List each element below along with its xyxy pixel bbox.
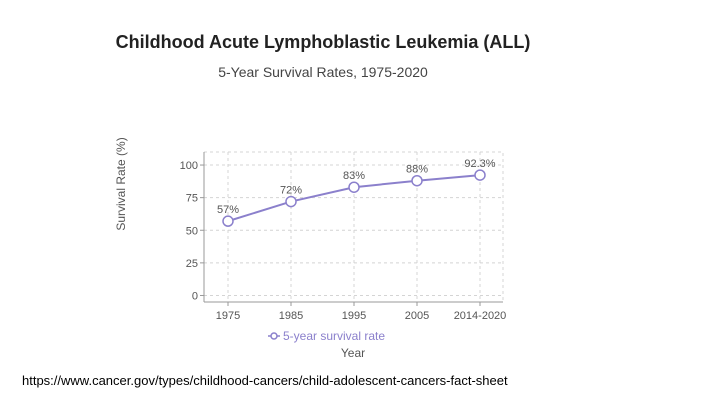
source-link[interactable]: https://www.cancer.gov/types/childhood-c… — [22, 373, 508, 388]
y-axis-label: Survival Rate (%) — [114, 137, 128, 230]
x-axis-label: Year — [341, 346, 365, 360]
x-tick-label: 1975 — [216, 310, 240, 322]
x-tick-label: 1985 — [279, 310, 303, 322]
data-point[interactable] — [348, 181, 360, 193]
y-tick-label: 50 — [186, 225, 198, 237]
legend[interactable]: 5-year survival rate — [268, 329, 385, 343]
y-tick-label: 100 — [180, 160, 198, 172]
y-tick-label: 0 — [192, 290, 198, 302]
legend-marker-icon — [270, 332, 278, 340]
data-label: 88% — [406, 164, 428, 176]
data-point[interactable] — [411, 174, 423, 187]
data-label: 83% — [343, 170, 365, 182]
data-point[interactable] — [285, 195, 297, 208]
x-tick-label: 1995 — [342, 310, 366, 322]
x-tick-label: 2005 — [405, 310, 429, 322]
y-tick-label: 75 — [186, 193, 198, 205]
y-tick-label: 25 — [186, 258, 198, 270]
series — [222, 169, 486, 227]
axes: 0 25 50 75 100 1975 1985 1995 2005 2014-2020 — [180, 152, 507, 322]
x-tick-label: 2014-2020 — [454, 310, 507, 322]
data-label: 57% — [217, 204, 239, 216]
data-point[interactable] — [222, 215, 234, 227]
legend-label: 5-year survival rate — [283, 329, 385, 343]
data-point[interactable] — [474, 169, 486, 181]
chart-title: Childhood Acute Lymphoblastic Leukemia (… — [115, 32, 531, 52]
data-labels: 57% 72% 83% 88% 92.3% — [217, 158, 496, 216]
data-label: 72% — [280, 185, 302, 197]
data-label: 92.3% — [464, 158, 495, 170]
chart-subtitle: 5-Year Survival Rates, 1975-2020 — [218, 64, 428, 80]
